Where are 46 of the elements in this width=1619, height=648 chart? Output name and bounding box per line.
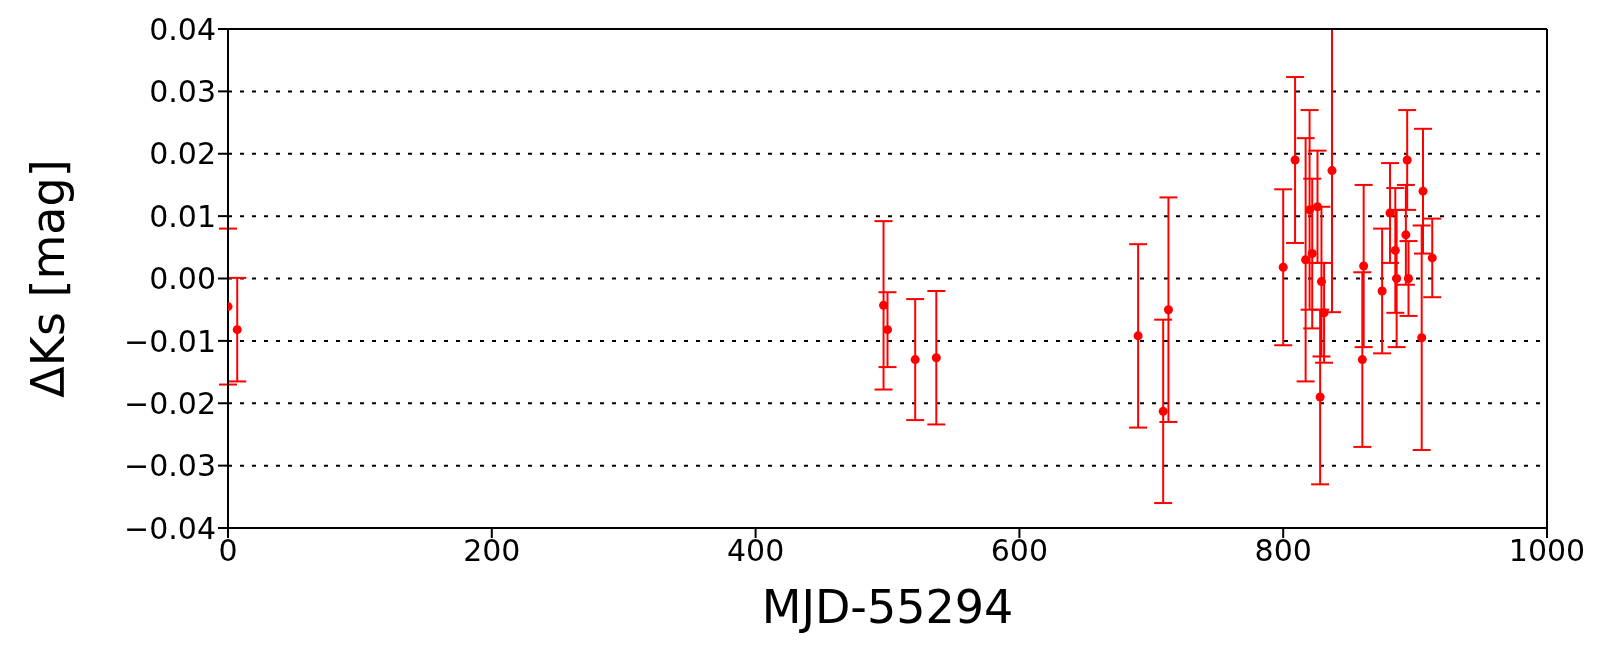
point: [1315, 392, 1325, 402]
x-tick-label: 0: [218, 533, 238, 569]
y-tick-label: −0.04: [124, 510, 216, 546]
y-tick-label: −0.01: [124, 323, 216, 359]
y-tick-label: 0.03: [149, 74, 216, 110]
point: [1163, 305, 1173, 315]
point: [1301, 255, 1311, 265]
point: [879, 300, 889, 310]
point: [1316, 277, 1326, 287]
point: [1359, 261, 1369, 271]
point: [1278, 262, 1288, 272]
point: [1305, 205, 1315, 215]
point: [1403, 273, 1414, 284]
y-tick-label: −0.03: [124, 448, 216, 484]
y-axis-title: ΔKs [mag]: [21, 159, 76, 398]
point: [1312, 202, 1323, 212]
y-tick-label: −0.02: [124, 385, 216, 421]
point: [1133, 331, 1143, 341]
y-tick-label: 0.04: [149, 11, 216, 47]
point: [1377, 286, 1387, 296]
x-tick-label: 600: [990, 533, 1049, 569]
point: [1402, 155, 1412, 165]
point: [1385, 208, 1395, 218]
x-axis-title: MJD-55294: [761, 580, 1014, 634]
point: [1158, 406, 1168, 416]
point: [1418, 186, 1428, 196]
point: [232, 325, 242, 335]
point: [1417, 333, 1427, 343]
x-tick-label: 200: [463, 533, 521, 569]
x-tick-label: 400: [726, 533, 785, 569]
x-tick-label: 800: [1254, 533, 1312, 569]
point: [1392, 273, 1402, 284]
point: [1319, 308, 1329, 318]
point: [1290, 155, 1300, 165]
point: [1307, 249, 1317, 259]
y-tick-label: 0.01: [149, 198, 216, 234]
point: [1390, 245, 1400, 255]
y-tick-label: 0.02: [149, 136, 216, 172]
point: [910, 355, 920, 365]
point: [1357, 355, 1367, 365]
point: [1401, 230, 1411, 240]
point: [1327, 166, 1337, 176]
y-tick-label: 0.00: [149, 261, 216, 297]
point: [931, 353, 941, 363]
x-tick-label: 1000: [1508, 533, 1586, 569]
point: [1427, 253, 1437, 263]
